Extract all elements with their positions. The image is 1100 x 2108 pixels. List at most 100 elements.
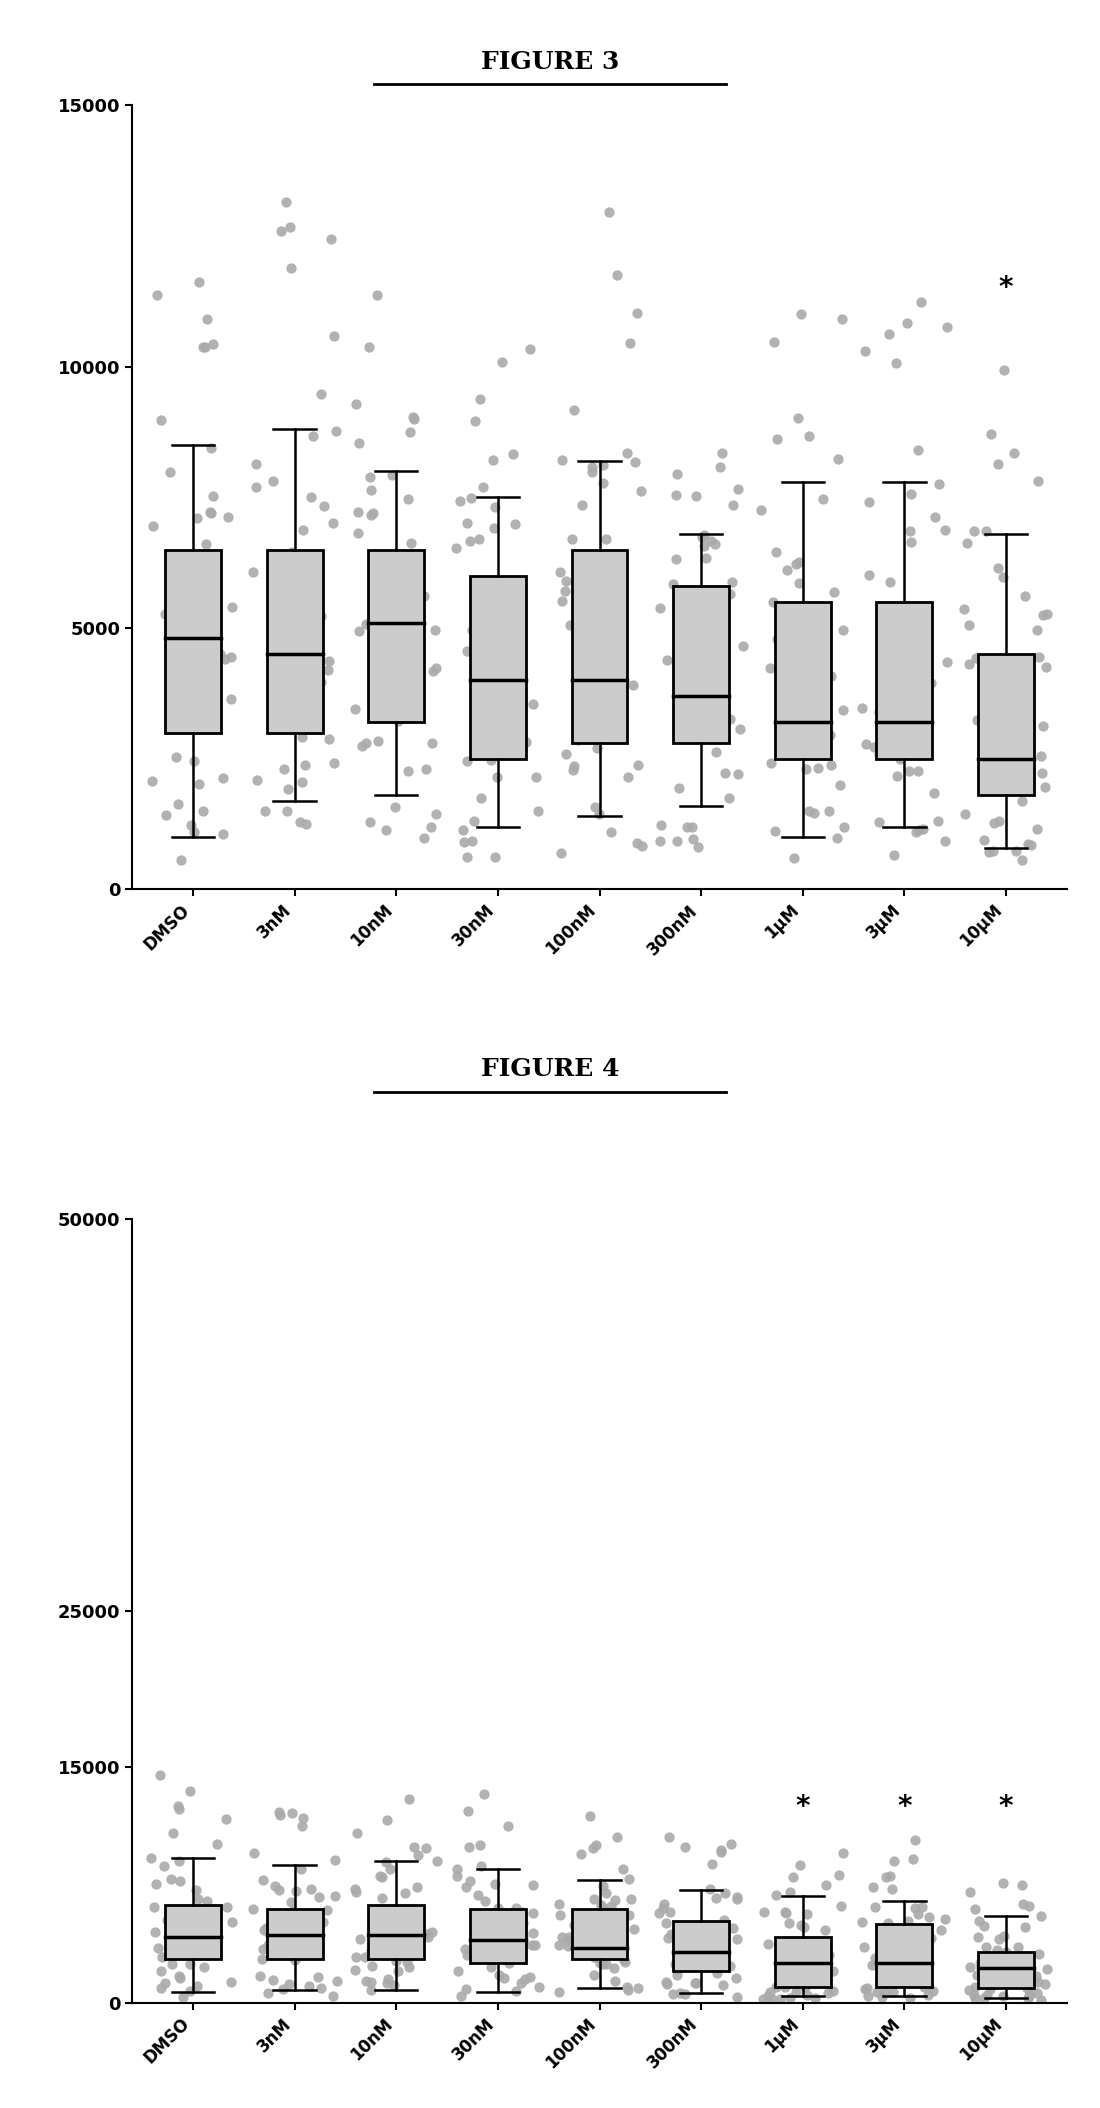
Point [385, 1967, 403, 2000]
Point [362, 497, 380, 531]
Point [482, 1950, 499, 1984]
Bar [774, 1937, 830, 1988]
Point [396, 1876, 414, 1910]
Point [793, 297, 811, 331]
Point [591, 1946, 608, 1979]
Point [254, 1931, 272, 1965]
Point [348, 388, 365, 422]
Point [776, 594, 793, 628]
Point [377, 540, 395, 573]
Point [346, 1872, 364, 1906]
Point [515, 1906, 532, 1939]
Point [676, 1977, 694, 2011]
Point [187, 685, 205, 719]
Point [458, 1971, 475, 2005]
Point [800, 795, 817, 828]
Point [471, 382, 488, 415]
Point [626, 445, 644, 479]
Point [483, 1925, 500, 1958]
Point [297, 748, 315, 782]
Point [906, 1891, 924, 1925]
Point [978, 1979, 996, 2013]
Point [509, 1935, 527, 1969]
Point [652, 807, 670, 841]
Point [480, 1910, 497, 1944]
Point [966, 1982, 983, 2015]
Point [801, 419, 818, 453]
Point [724, 489, 741, 523]
Point [218, 1891, 235, 1925]
Point [573, 489, 591, 523]
Point [1032, 740, 1049, 774]
Point [920, 1971, 937, 2005]
Point [1019, 1982, 1036, 2015]
Point [1013, 719, 1031, 753]
Point [361, 805, 378, 839]
Point [271, 660, 288, 694]
Point [172, 1863, 189, 1897]
Point [172, 1960, 189, 1994]
Point [824, 1973, 842, 2007]
Point [606, 1965, 624, 1998]
Point [458, 744, 475, 778]
Point [988, 1933, 1005, 1967]
Point [714, 660, 732, 694]
Point [668, 1918, 685, 1952]
Point [1038, 1952, 1056, 1986]
Point [620, 1897, 638, 1931]
Point [170, 1792, 188, 1826]
Point [781, 1876, 799, 1910]
Point [870, 805, 888, 839]
Point [912, 285, 930, 318]
Point [574, 696, 592, 729]
Point [880, 1956, 898, 1990]
Point [735, 628, 752, 662]
Point [279, 772, 297, 805]
Point [706, 668, 724, 702]
Point [910, 731, 927, 765]
Point [275, 753, 293, 786]
Point [525, 1897, 542, 1931]
Point [386, 790, 404, 824]
Bar [572, 1908, 627, 1958]
Point [168, 788, 186, 822]
Point [588, 613, 606, 647]
Point [318, 1893, 336, 1927]
Point [695, 519, 713, 552]
Point [223, 1906, 241, 1939]
Point [300, 1931, 318, 1965]
Point [557, 565, 574, 599]
Point [877, 1946, 894, 1979]
Point [970, 1906, 988, 1939]
Point [264, 1963, 282, 1996]
Point [796, 1971, 814, 2005]
Point [880, 316, 898, 350]
Point [324, 506, 342, 540]
Point [981, 1973, 999, 2007]
Point [603, 816, 620, 850]
Point [1032, 1984, 1049, 2017]
Point [835, 613, 852, 647]
Point [920, 1901, 937, 1935]
Point [170, 1844, 188, 1878]
Point [491, 731, 508, 765]
Point [300, 1969, 318, 2003]
Point [527, 761, 544, 795]
Point [456, 1870, 474, 1904]
Point [976, 1910, 993, 1944]
Point [377, 1844, 395, 1878]
Point [363, 1950, 381, 1984]
Point [422, 727, 440, 761]
Point [916, 613, 934, 647]
Point [370, 725, 387, 759]
Point [360, 331, 377, 365]
Point [201, 495, 219, 529]
Point [722, 578, 739, 611]
Point [879, 1906, 896, 1939]
Bar [165, 550, 221, 734]
Point [252, 1960, 270, 1994]
Point [658, 1967, 675, 2000]
Point [930, 468, 947, 502]
Point [779, 1925, 796, 1958]
Point [596, 1929, 614, 1963]
